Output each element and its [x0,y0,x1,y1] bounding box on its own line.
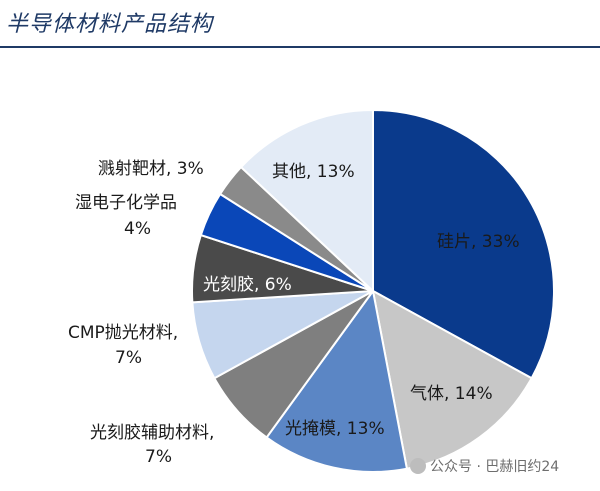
watermark-text: 公众号 · 巴赫旧约24 [430,459,560,475]
label-cmp-line2: 7% [115,348,142,368]
wechat-icon [410,458,426,474]
pie-slice-2 [265,288,409,473]
label-photoresist-aux-line2: 7% [145,447,172,467]
chart-title: 半导体材料产品结构 [6,12,214,37]
label-gas: 气体, 14% [410,384,493,404]
label-photomask: 光掩模, 13% [285,419,385,439]
label-photoresist: 光刻胶, 6% [203,275,292,295]
label-wet-chemicals-line2: 4% [124,219,151,239]
label-sputtering-target: 溅射靶材, 3% [98,159,204,179]
label-wet-chemicals-line1: 湿电子化学品 [75,193,177,213]
pie-slice-8 [239,108,374,294]
title-rule [0,46,600,48]
label-other: 其他, 13% [272,162,355,182]
watermark: 公众号 · 巴赫旧约24 [410,456,559,476]
label-cmp-line1: CMP抛光材料, [68,323,178,343]
label-photoresist-aux-line1: 光刻胶辅助材料, [90,423,214,443]
pie-slice-0 [372,108,555,380]
label-silicon-wafer: 硅片, 33% [437,232,520,252]
